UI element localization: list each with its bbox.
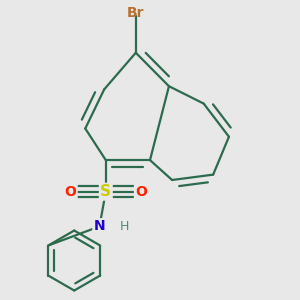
Text: O: O bbox=[64, 185, 76, 199]
Text: S: S bbox=[100, 184, 111, 199]
Text: Br: Br bbox=[127, 6, 145, 20]
Text: O: O bbox=[135, 185, 147, 199]
Text: N: N bbox=[94, 219, 105, 233]
Text: H: H bbox=[120, 220, 129, 233]
